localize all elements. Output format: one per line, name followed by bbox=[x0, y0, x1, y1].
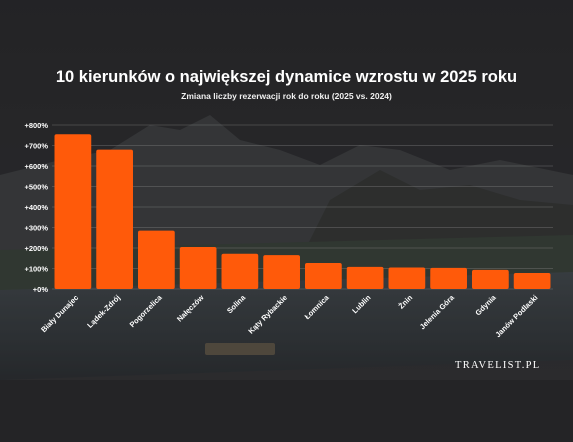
x-tick-label: Biały Dunajec bbox=[39, 293, 80, 334]
bar bbox=[54, 134, 92, 289]
bar bbox=[179, 246, 217, 289]
x-tick-label: Żnin bbox=[397, 293, 415, 311]
travelist-logo: TRAVELIST.PL bbox=[455, 360, 541, 371]
y-tick-label: +400% bbox=[24, 203, 48, 212]
bar bbox=[96, 149, 133, 289]
bar bbox=[346, 266, 384, 289]
x-tick-label: Łomnica bbox=[303, 292, 332, 321]
x-tick-label: Solina bbox=[225, 292, 248, 315]
bar bbox=[472, 269, 509, 289]
bar bbox=[221, 253, 259, 289]
x-tick-label: Gdynia bbox=[473, 292, 498, 317]
bars bbox=[54, 134, 551, 289]
y-tick-label: +800% bbox=[24, 121, 48, 130]
bar bbox=[263, 255, 300, 289]
y-tick-label: +0% bbox=[33, 285, 49, 294]
y-tick-label: +500% bbox=[24, 183, 48, 192]
x-tick-label: Lublin bbox=[350, 293, 373, 316]
river-shape bbox=[0, 272, 573, 380]
bar bbox=[305, 262, 342, 289]
x-tick-label: Janów Podlaski bbox=[493, 293, 539, 339]
gridlines bbox=[52, 124, 553, 290]
x-tick-label: Jelenia Góra bbox=[418, 292, 457, 331]
bar bbox=[388, 267, 426, 289]
x-tick-label: Kąty Rybackie bbox=[246, 293, 289, 336]
chart-subtitle: Zmiana liczby rezerwacji rok do roku (20… bbox=[181, 91, 392, 101]
y-axis-ticks: +0% +100% +200% +300% +400% +500% +600% +700% +8… bbox=[24, 121, 48, 294]
x-tick-label: Lądek-Zdrój bbox=[85, 293, 122, 330]
bar bbox=[430, 267, 467, 289]
x-axis-ticks: Biały Dunajec Lądek-Zdrój Pogorzelica Nałęc… bbox=[39, 292, 539, 339]
bar bbox=[138, 230, 175, 289]
raft-shape bbox=[205, 343, 275, 355]
y-tick-label: +200% bbox=[24, 244, 48, 253]
bar bbox=[513, 273, 551, 289]
y-tick-label: +600% bbox=[24, 162, 48, 171]
x-tick-label: Pogorzelica bbox=[128, 292, 165, 329]
x-tick-label: Nałęczów bbox=[175, 293, 206, 324]
y-tick-label: +700% bbox=[24, 142, 48, 151]
chart-title: 10 kierunków o największej dynamice wzro… bbox=[55, 68, 518, 86]
y-tick-label: +100% bbox=[24, 265, 48, 274]
y-tick-label: +300% bbox=[24, 224, 48, 233]
